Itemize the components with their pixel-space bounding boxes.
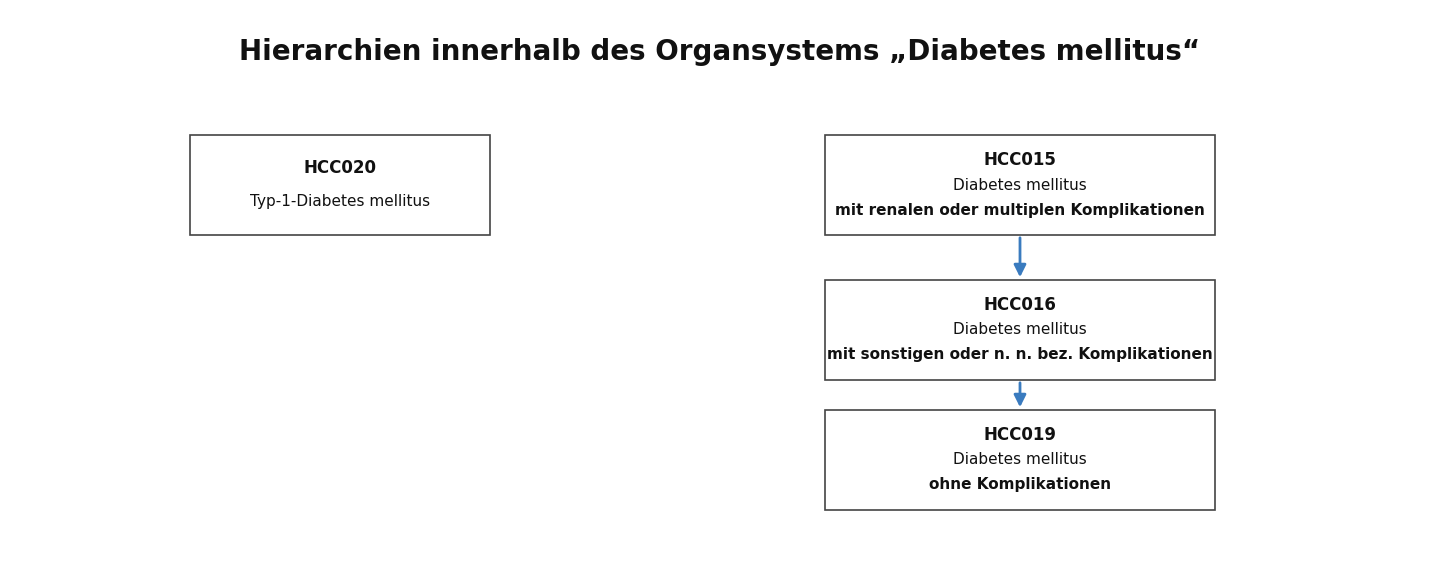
Text: Diabetes mellitus: Diabetes mellitus: [953, 452, 1087, 468]
Bar: [825, 410, 1215, 510]
Text: mit renalen oder multiplen Komplikationen: mit renalen oder multiplen Komplikatione…: [835, 202, 1205, 218]
Text: mit sonstigen oder n. n. bez. Komplikationen: mit sonstigen oder n. n. bez. Komplikati…: [827, 348, 1212, 362]
Text: Diabetes mellitus: Diabetes mellitus: [953, 177, 1087, 193]
Bar: [825, 135, 1215, 235]
Text: HCC015: HCC015: [984, 151, 1057, 169]
Bar: [190, 135, 490, 235]
Text: Hierarchien innerhalb des Organsystems „Diabetes mellitus“: Hierarchien innerhalb des Organsystems „…: [239, 38, 1201, 66]
Text: HCC016: HCC016: [984, 296, 1057, 314]
Text: ohne Komplikationen: ohne Komplikationen: [929, 477, 1112, 493]
Bar: [825, 280, 1215, 380]
Text: Diabetes mellitus: Diabetes mellitus: [953, 323, 1087, 337]
Text: HCC020: HCC020: [304, 159, 376, 177]
Text: HCC019: HCC019: [984, 426, 1057, 444]
Text: Typ-1-Diabetes mellitus: Typ-1-Diabetes mellitus: [251, 194, 431, 209]
